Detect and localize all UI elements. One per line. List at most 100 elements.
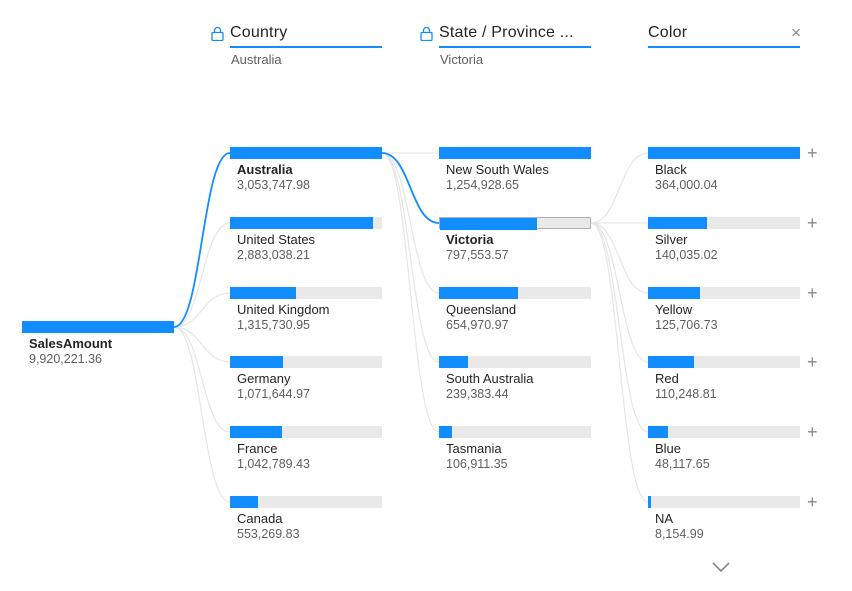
level-title: Country bbox=[230, 24, 288, 41]
selected-link bbox=[381, 152, 440, 224]
node-label: Canada bbox=[237, 511, 283, 526]
node-label: United Kingdom bbox=[237, 302, 330, 317]
node-bar-fill bbox=[439, 426, 452, 438]
node-label: Blue bbox=[655, 441, 682, 456]
root-value: 9,920,221.36 bbox=[29, 352, 102, 366]
node-bar-track bbox=[648, 147, 800, 159]
link bbox=[590, 222, 649, 433]
node-label: Germany bbox=[237, 371, 291, 386]
node-value: 106,911.35 bbox=[446, 457, 508, 471]
node-bar-track bbox=[439, 426, 591, 438]
node-bar-track bbox=[439, 287, 591, 299]
level-header-color[interactable]: Color × bbox=[648, 22, 801, 48]
node-label: Yellow bbox=[655, 302, 693, 317]
node-bar-fill bbox=[648, 356, 694, 368]
link bbox=[173, 326, 231, 433]
close-icon[interactable]: × bbox=[791, 23, 801, 42]
level-title: State / Province ... bbox=[439, 24, 574, 41]
node-label: NA bbox=[655, 511, 674, 526]
node-bar-fill bbox=[230, 496, 258, 508]
node-bar-fill bbox=[648, 287, 700, 299]
node-bar-track bbox=[648, 287, 800, 299]
link bbox=[173, 222, 231, 328]
node-label: Black bbox=[655, 162, 687, 177]
node-value: 140,035.02 bbox=[655, 248, 718, 262]
node-bar-track bbox=[230, 147, 382, 159]
node-label: New South Wales bbox=[446, 162, 549, 177]
node-bar-fill bbox=[648, 217, 707, 229]
node-bar-track bbox=[230, 287, 382, 299]
link bbox=[381, 152, 440, 294]
plus-icon[interactable]: + bbox=[807, 283, 818, 303]
node-bar-fill bbox=[230, 217, 373, 229]
node-value: 2,883,038.21 bbox=[237, 248, 310, 262]
level-header-state[interactable]: State / Province ... bbox=[420, 22, 591, 48]
node-value: 553,269.83 bbox=[237, 527, 300, 541]
node-value: 125,706.73 bbox=[655, 318, 718, 332]
node-value: 797,553.57 bbox=[446, 248, 509, 262]
node-value: 654,970.97 bbox=[446, 318, 509, 332]
plus-icon[interactable]: + bbox=[807, 213, 818, 233]
node-bar-track bbox=[230, 496, 382, 508]
plus-icon[interactable]: + bbox=[807, 143, 818, 163]
node-value: 364,000.04 bbox=[655, 178, 718, 192]
node-value: 1,071,644.97 bbox=[237, 387, 310, 401]
node-bar-fill bbox=[439, 147, 591, 159]
node-bar-track bbox=[439, 147, 591, 159]
node-label: Australia bbox=[237, 162, 293, 177]
node-bar-fill bbox=[648, 426, 668, 438]
node-bar-track bbox=[648, 356, 800, 368]
root-label: SalesAmount bbox=[29, 336, 113, 351]
node-bar-fill bbox=[230, 147, 382, 159]
link bbox=[381, 152, 440, 433]
node-bar-track bbox=[648, 426, 800, 438]
node-value: 48,117.65 bbox=[655, 457, 710, 471]
node-label: France bbox=[237, 441, 278, 456]
root-bar bbox=[22, 321, 174, 333]
level-subtitle: Australia bbox=[231, 52, 282, 67]
node-bar-track bbox=[439, 356, 591, 368]
plus-icon[interactable]: + bbox=[807, 492, 818, 512]
lock-icon[interactable] bbox=[211, 26, 224, 41]
node-value: 8,154.99 bbox=[655, 527, 704, 541]
lock-icon[interactable] bbox=[420, 26, 433, 41]
node-bar-track bbox=[230, 426, 382, 438]
link bbox=[173, 292, 231, 328]
node-label: Tasmania bbox=[446, 441, 502, 456]
node-label: Victoria bbox=[446, 232, 494, 247]
node-bar-fill bbox=[648, 496, 651, 508]
node-label: Queensland bbox=[446, 302, 517, 317]
node-bar-track bbox=[230, 356, 382, 368]
plus-icon[interactable]: + bbox=[807, 352, 818, 372]
node-label: South Australia bbox=[446, 371, 534, 386]
link bbox=[590, 222, 649, 503]
node-bar-fill bbox=[648, 147, 800, 159]
node-value: 3,053,747.98 bbox=[237, 178, 310, 192]
level-header-country[interactable]: Country bbox=[211, 22, 382, 48]
node-bar-track bbox=[648, 217, 800, 229]
chevron-down-icon[interactable] bbox=[710, 560, 732, 574]
node-bar-fill bbox=[230, 356, 283, 368]
link bbox=[381, 152, 440, 363]
link bbox=[173, 326, 231, 503]
node-bar-track bbox=[439, 217, 591, 230]
node-label: Red bbox=[655, 371, 679, 386]
node-bar-fill bbox=[230, 426, 282, 438]
node-label: United States bbox=[237, 232, 316, 247]
node-value: 1,315,730.95 bbox=[237, 318, 310, 332]
node-value: 1,254,928.65 bbox=[446, 178, 519, 192]
node-bar-fill bbox=[439, 356, 468, 368]
node-value: 1,042,789.43 bbox=[237, 457, 310, 471]
plus-icon[interactable]: + bbox=[807, 422, 818, 442]
node-bar-fill bbox=[230, 287, 296, 299]
link bbox=[590, 222, 649, 363]
node-label: Silver bbox=[655, 232, 688, 247]
node-value: 239,383.44 bbox=[446, 387, 509, 401]
level-subtitle: Victoria bbox=[440, 52, 484, 67]
level-title: Color bbox=[648, 24, 688, 41]
node-value: 110,248.81 bbox=[655, 387, 717, 401]
node-bar-track bbox=[648, 496, 800, 508]
link bbox=[590, 222, 649, 294]
node-bar-fill bbox=[440, 218, 537, 230]
link bbox=[173, 326, 231, 363]
